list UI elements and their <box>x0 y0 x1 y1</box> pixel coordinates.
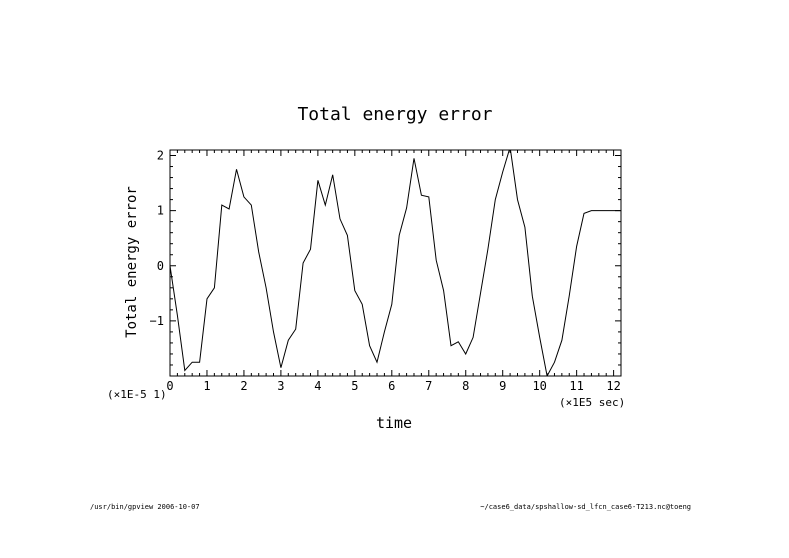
y-axis-label: Total energy error <box>124 186 140 338</box>
series-line <box>170 150 621 376</box>
chart-title: Total energy error <box>297 104 492 125</box>
x-tick-label: 8 <box>462 379 469 393</box>
footer-left-text: /usr/bin/gpview 2006-10-07 <box>90 503 200 511</box>
data-marks <box>170 150 621 376</box>
y-tick-label: 0 <box>157 259 164 273</box>
x-tick-label: 9 <box>499 379 506 393</box>
x-scale-note: (×1E5 sec) <box>559 396 625 409</box>
y-tick-label: 1 <box>157 204 164 218</box>
x-tick-label: 4 <box>314 379 321 393</box>
x-tick-label: 3 <box>277 379 284 393</box>
x-tick-label: 5 <box>351 379 358 393</box>
x-tick-label: 10 <box>532 379 546 393</box>
y-scale-note: (×1E-5 1) <box>107 388 167 401</box>
footer-right-text: ~/case6_data/spshallow-sd_lfcn_case6-T21… <box>480 503 691 511</box>
x-tick-label: 7 <box>425 379 432 393</box>
plot-frame <box>169 149 622 377</box>
x-tick-label: 1 <box>203 379 210 393</box>
x-tick-label: 11 <box>569 379 583 393</box>
x-tick-label: 12 <box>606 379 620 393</box>
x-axis-label: time <box>376 414 412 432</box>
y-tick-label: −1 <box>150 314 164 328</box>
x-tick-label: 0 <box>166 379 173 393</box>
x-tick-label: 6 <box>388 379 395 393</box>
x-tick-label: 2 <box>240 379 247 393</box>
y-tick-label: 2 <box>157 149 164 163</box>
